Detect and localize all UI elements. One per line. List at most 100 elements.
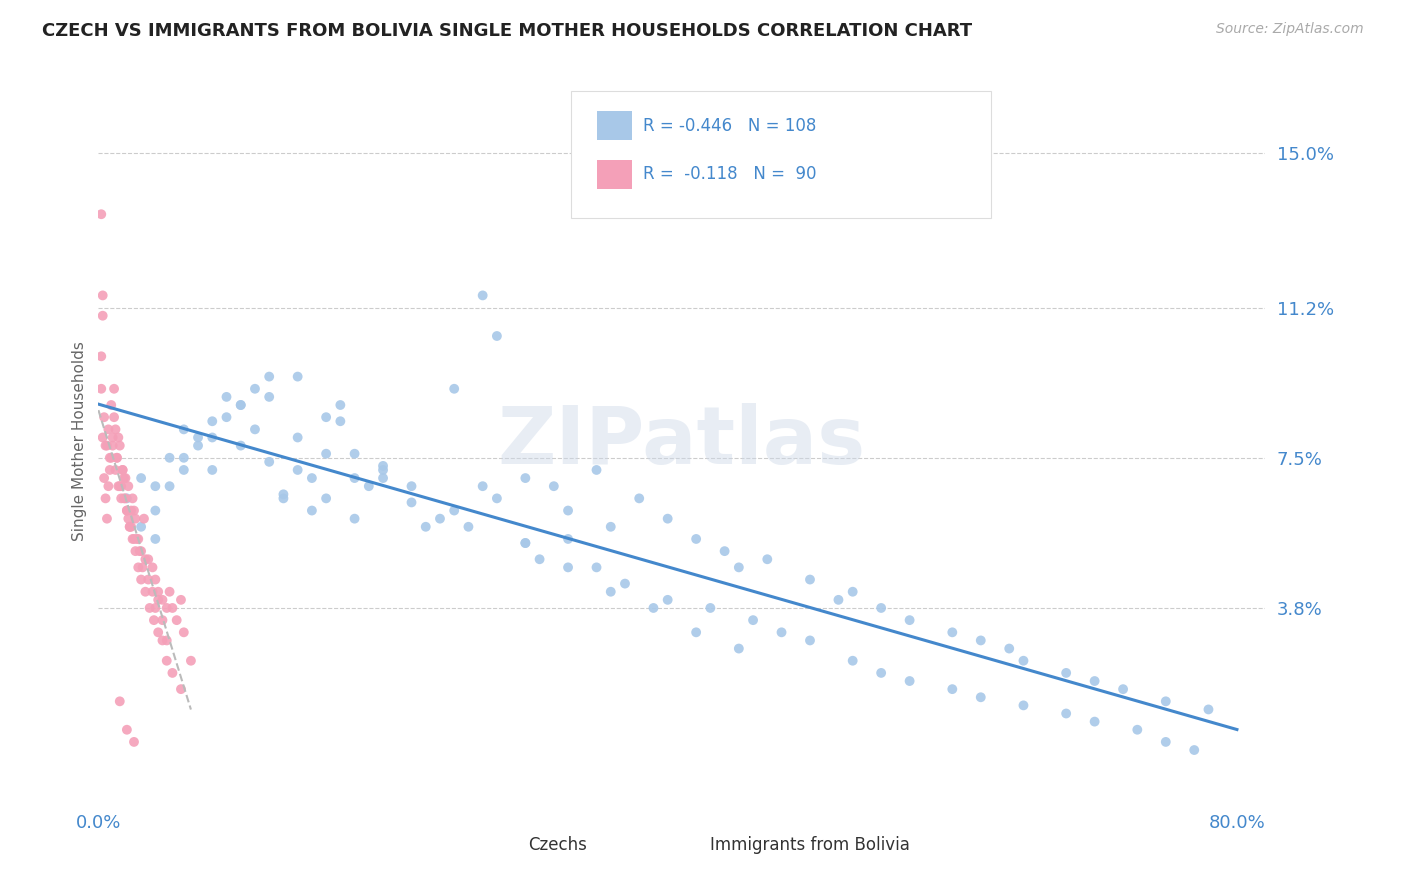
Point <box>107 430 129 444</box>
Text: Source: ZipAtlas.com: Source: ZipAtlas.com <box>1216 22 1364 37</box>
Point <box>100 398 122 412</box>
Point <box>998 641 1021 656</box>
Point <box>125 532 148 546</box>
Point <box>371 463 394 477</box>
Point <box>91 288 114 302</box>
Point <box>257 455 280 469</box>
Point <box>118 520 141 534</box>
Point <box>134 552 156 566</box>
Point <box>243 422 266 436</box>
Point <box>870 601 893 615</box>
Point <box>111 463 134 477</box>
Point <box>215 410 238 425</box>
Point <box>599 584 621 599</box>
Text: Czechs: Czechs <box>527 836 586 854</box>
Point <box>229 439 252 453</box>
Point <box>141 560 163 574</box>
Point <box>287 463 309 477</box>
Point <box>257 369 280 384</box>
Point <box>148 592 170 607</box>
Text: R = -0.446   N = 108: R = -0.446 N = 108 <box>644 117 817 135</box>
Point <box>557 503 579 517</box>
Point <box>91 309 114 323</box>
Point <box>141 584 163 599</box>
Point <box>485 491 508 506</box>
Point <box>471 479 494 493</box>
Point <box>103 382 125 396</box>
Point <box>112 491 135 506</box>
Point <box>173 625 195 640</box>
Point <box>134 584 156 599</box>
Point <box>1084 714 1107 729</box>
Point <box>115 491 138 506</box>
Point <box>143 503 166 517</box>
Point <box>799 573 821 587</box>
Point <box>727 560 749 574</box>
Point <box>1154 735 1177 749</box>
Point <box>187 430 209 444</box>
Point <box>599 520 621 534</box>
Point <box>159 584 181 599</box>
Point <box>401 479 423 493</box>
Point <box>127 532 149 546</box>
Text: ZIPatlas: ZIPatlas <box>498 402 866 481</box>
Point <box>742 613 765 627</box>
Text: R =  -0.118   N =  90: R = -0.118 N = 90 <box>644 165 817 183</box>
Point <box>343 447 366 461</box>
Point <box>114 471 136 485</box>
Point <box>898 673 921 688</box>
Point <box>131 560 153 574</box>
Point <box>136 552 159 566</box>
Point <box>180 654 202 668</box>
Point <box>110 491 132 506</box>
Point <box>941 682 963 697</box>
Point <box>187 439 209 453</box>
Point <box>628 491 651 506</box>
Point <box>132 511 155 525</box>
Point <box>148 584 170 599</box>
Point <box>471 288 494 302</box>
Point <box>201 430 224 444</box>
Point <box>727 641 749 656</box>
Point <box>1154 694 1177 708</box>
Point <box>201 414 224 428</box>
Point <box>215 390 238 404</box>
Point <box>485 329 508 343</box>
Point <box>457 520 479 534</box>
Point <box>415 520 437 534</box>
Point <box>162 601 184 615</box>
FancyBboxPatch shape <box>571 91 991 218</box>
Point <box>96 511 118 525</box>
Point <box>118 520 141 534</box>
Point <box>142 613 165 627</box>
Point <box>124 544 146 558</box>
Point <box>329 414 352 428</box>
Point <box>1182 743 1205 757</box>
Point <box>429 511 451 525</box>
Point <box>770 625 793 640</box>
Point <box>970 690 993 705</box>
Point <box>100 450 122 465</box>
Point <box>756 552 779 566</box>
Point <box>156 654 179 668</box>
Point <box>121 491 143 506</box>
Point <box>657 511 679 525</box>
Text: Immigrants from Bolivia: Immigrants from Bolivia <box>710 836 910 854</box>
Point <box>315 410 337 425</box>
Point <box>152 592 174 607</box>
Point <box>104 463 127 477</box>
Point <box>173 463 195 477</box>
Point <box>685 625 707 640</box>
Point <box>117 479 139 493</box>
Point <box>124 511 146 525</box>
Bar <box>596 112 631 140</box>
Point <box>585 560 607 574</box>
Point <box>243 382 266 396</box>
Point <box>104 422 127 436</box>
Point <box>108 479 131 493</box>
Point <box>129 573 152 587</box>
Point <box>128 544 150 558</box>
Point <box>443 382 465 396</box>
Point <box>315 447 337 461</box>
Text: CZECH VS IMMIGRANTS FROM BOLIVIA SINGLE MOTHER HOUSEHOLDS CORRELATION CHART: CZECH VS IMMIGRANTS FROM BOLIVIA SINGLE … <box>42 22 973 40</box>
